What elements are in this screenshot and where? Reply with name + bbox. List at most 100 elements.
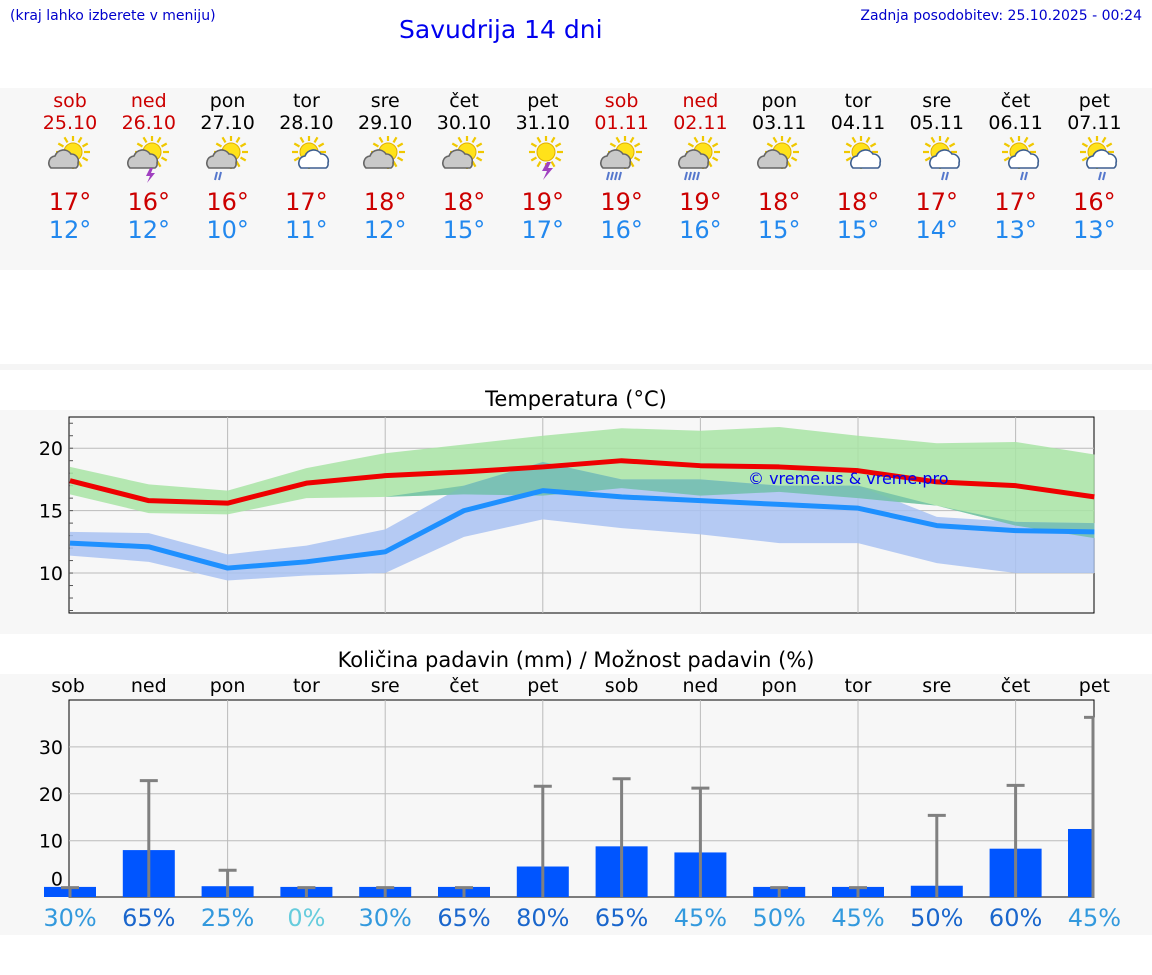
cloud-shape [126, 149, 158, 169]
day-label: sre [922, 675, 951, 697]
y-tick-label: 30 [39, 737, 63, 759]
day-name: čet [1000, 90, 1031, 112]
sun-cloud-rain-white-icon [922, 136, 960, 181]
day-column: pet 07.11 16° 13° [1054, 88, 1134, 244]
temp-max: 16° [206, 188, 249, 216]
day-label: čet [449, 675, 479, 697]
cloud-shape [48, 149, 80, 169]
day-date: 28.10 [279, 112, 334, 134]
cloud-shape [205, 149, 237, 169]
day-date: 07.11 [1067, 112, 1122, 134]
day-name: pon [209, 90, 246, 112]
day-column: ned 26.10 16° 12° [109, 88, 189, 244]
temp-min: 12° [48, 216, 92, 244]
day-date: 04.11 [830, 112, 886, 134]
day-column: tor 04.11 18° 15° [818, 88, 898, 244]
sun-cloud-heavy-rain-icon [678, 136, 721, 181]
day-column: ned 02.11 19° 16° [660, 88, 740, 244]
day-name: sob [53, 90, 87, 112]
day-label: pet [527, 675, 558, 697]
precip-probability: 65% [437, 904, 490, 932]
cloud-shape [678, 149, 710, 169]
precipitation-chart: sob ned pon tor sre čet pet sob ned pon tor sre čet p… [39, 675, 1121, 932]
precipitation-chart-title: Količina padavin (mm) / Možnost padavin … [337, 648, 815, 672]
y-tick-label: 10 [39, 831, 63, 853]
y-tick-label: 15 [39, 501, 63, 523]
day-date: 05.11 [909, 112, 964, 134]
sun-cloud-rain-icon [205, 136, 248, 181]
precip-probability: 65% [122, 904, 175, 932]
precip-probability: 60% [989, 904, 1042, 932]
temp-min: 16° [600, 216, 643, 244]
day-name: čet [449, 90, 479, 112]
sun-cloud-icon [363, 136, 406, 169]
day-column: sre 05.11 17° 14° [897, 88, 977, 244]
day-name: sre [370, 90, 400, 112]
day-date: 31.10 [515, 112, 570, 134]
sun-shape [528, 136, 563, 169]
temp-max: 16° [127, 188, 171, 216]
y-tick-label: 10 [39, 563, 63, 585]
day-label: sre [371, 675, 400, 697]
cloud-shape [298, 149, 330, 169]
temp-min: 15° [442, 216, 486, 244]
temp-min: 11° [285, 216, 328, 244]
day-date: 29.10 [357, 112, 413, 134]
day-name: ned [682, 90, 719, 112]
precip-probability: 45% [831, 904, 884, 932]
precip-probability: 45% [1068, 904, 1121, 932]
sun-cloud-lightning-icon [126, 136, 169, 183]
sun-cloud-icon [442, 136, 484, 169]
day-column: sob 01.11 19° 16° [582, 88, 662, 244]
page-title: Savudrija 14 dni [399, 15, 603, 44]
temp-min: 10° [206, 216, 249, 244]
temp-max: 19° [600, 188, 643, 216]
temp-min: 14° [915, 216, 959, 244]
day-label: pon [210, 675, 246, 697]
day-label: sob [605, 675, 639, 697]
precip-probability: 25% [201, 904, 254, 932]
day-name: pet [527, 90, 559, 112]
day-date: 27.10 [200, 112, 255, 134]
y-tick-label: 20 [39, 784, 63, 806]
day-date: 01.11 [594, 112, 649, 134]
temp-min: 15° [836, 216, 880, 244]
day-label: ned [131, 675, 167, 697]
day-name: tor [844, 90, 872, 112]
day-column: čet 30.10 18° 15° [424, 88, 504, 244]
temp-max: 17° [285, 188, 328, 216]
day-label: pon [761, 675, 797, 697]
day-column: sob 25.10 17° 12° [30, 88, 110, 244]
daily-forecast-panel: sob 25.10 17° 12° ned 26.10 16° 12° pon 27.10 16° 1… [0, 88, 1152, 270]
plot-area [68, 699, 1095, 898]
day-column: pon 27.10 16° 10° [188, 88, 268, 244]
temperature-chart-title: Temperatura (°C) [485, 387, 667, 411]
precip-probability: 50% [753, 904, 806, 932]
temp-min: 12° [363, 216, 407, 244]
day-name: pon [761, 90, 798, 112]
temp-min: 17° [521, 216, 565, 244]
precip-bar [1068, 828, 1094, 897]
precip-probability: 0% [287, 904, 325, 932]
section-divider [0, 364, 1152, 370]
cloud-shape [1007, 149, 1039, 169]
day-column: tor 28.10 17° 11° [266, 88, 346, 244]
temp-max: 18° [363, 188, 407, 216]
sun-cloud-icon [757, 136, 800, 169]
cloud-shape [1086, 149, 1118, 169]
day-name: sob [604, 90, 639, 112]
temp-max: 16° [1073, 188, 1116, 216]
temp-min: 15° [757, 216, 801, 244]
day-label: sob [51, 675, 85, 697]
precip-probability: 45% [674, 904, 727, 932]
day-label: pet [1079, 675, 1110, 697]
max-temp-line [69, 458, 1095, 506]
location-menu-hint[interactable]: (kraj lahko izberete v meniju) [10, 8, 216, 24]
sun-cloud-white-icon [844, 136, 882, 169]
precip-probability: 80% [516, 904, 569, 932]
day-label: tor [845, 675, 872, 697]
cloud-shape [442, 149, 474, 169]
sun-cloud-rain-white-icon [1001, 136, 1039, 181]
sun-cloud-heavy-rain-icon [599, 136, 642, 181]
day-column: pon 03.11 18° 15° [739, 88, 819, 244]
